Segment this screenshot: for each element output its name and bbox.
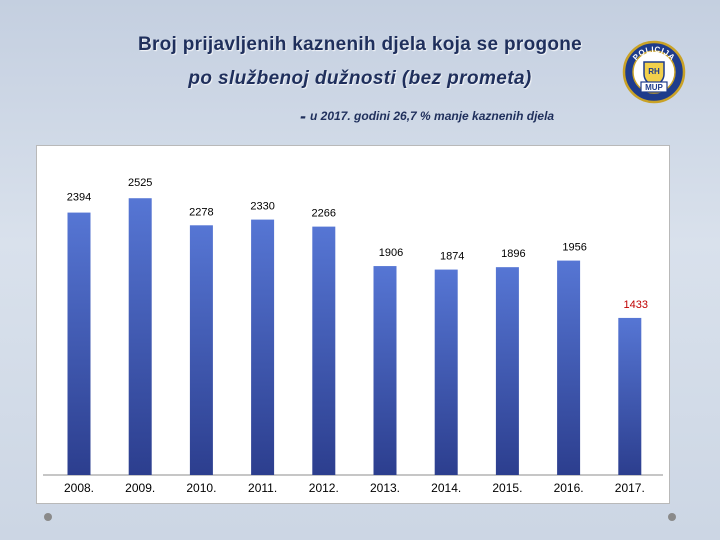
badge-bottom-text: MUP	[645, 83, 663, 92]
chart-area: 2394 2008. 2525 2009. 2278 2010. 2330 2011. 2266…	[36, 145, 670, 504]
x-tick-label: 2010.	[186, 481, 216, 495]
x-tick-label: 2012.	[309, 481, 339, 495]
data-label-2014: 1874	[440, 251, 464, 263]
bar-chart: 2394 2008. 2525 2009. 2278 2010. 2330 2011. 2266…	[43, 177, 663, 495]
x-tick-label: 2008.	[64, 481, 94, 495]
data-label-2017: 1433	[624, 299, 648, 311]
bar-2012	[312, 226, 336, 475]
data-label-2008: 2394	[67, 192, 91, 204]
data-label-2011: 2330	[250, 201, 274, 213]
bar-2015	[495, 267, 519, 475]
bar-2009	[128, 198, 152, 475]
badge-shield-text: RH	[648, 67, 660, 76]
bar-2010	[189, 225, 213, 475]
bar-2016	[557, 260, 581, 475]
x-tick-label: 2016.	[554, 481, 584, 495]
data-label-2013: 1906	[379, 247, 403, 259]
slide-dot-left	[44, 513, 52, 521]
x-tick-label: 2011.	[248, 481, 277, 495]
x-tick-label: 2015.	[492, 481, 522, 495]
police-badge-icon: POLICIJA RH MUP	[622, 40, 686, 104]
chart-subtitle: -u 2017. godini 26,7 % manje kaznenih dj…	[300, 106, 554, 127]
data-label-2012: 2266	[312, 208, 336, 220]
slide-dot-right	[668, 513, 676, 521]
bar-2008	[67, 212, 91, 475]
bar-2014	[434, 269, 458, 475]
bar-2011	[251, 219, 275, 475]
x-tick-label: 2009.	[125, 481, 155, 495]
x-tick-label: 2017.	[615, 481, 645, 495]
subtitle-text: u 2017. godini 26,7 % manje kaznenih dje…	[310, 109, 555, 123]
data-label-2015: 1896	[501, 248, 525, 260]
chart-title-line1: Broj prijavljenih kaznenih djela koja se…	[137, 34, 583, 55]
bar-2013	[373, 266, 397, 475]
data-label-2016: 1956	[562, 242, 586, 254]
x-tick-label: 2013.	[370, 481, 400, 495]
data-label-2009: 2525	[128, 177, 152, 189]
chart-title-line2: po službenoj dužnosti (bez prometa)	[188, 68, 532, 89]
data-label-2010: 2278	[189, 206, 213, 218]
bar-2017	[618, 317, 642, 475]
x-tick-label: 2014.	[431, 481, 461, 495]
subtitle-dash: -	[300, 106, 306, 126]
